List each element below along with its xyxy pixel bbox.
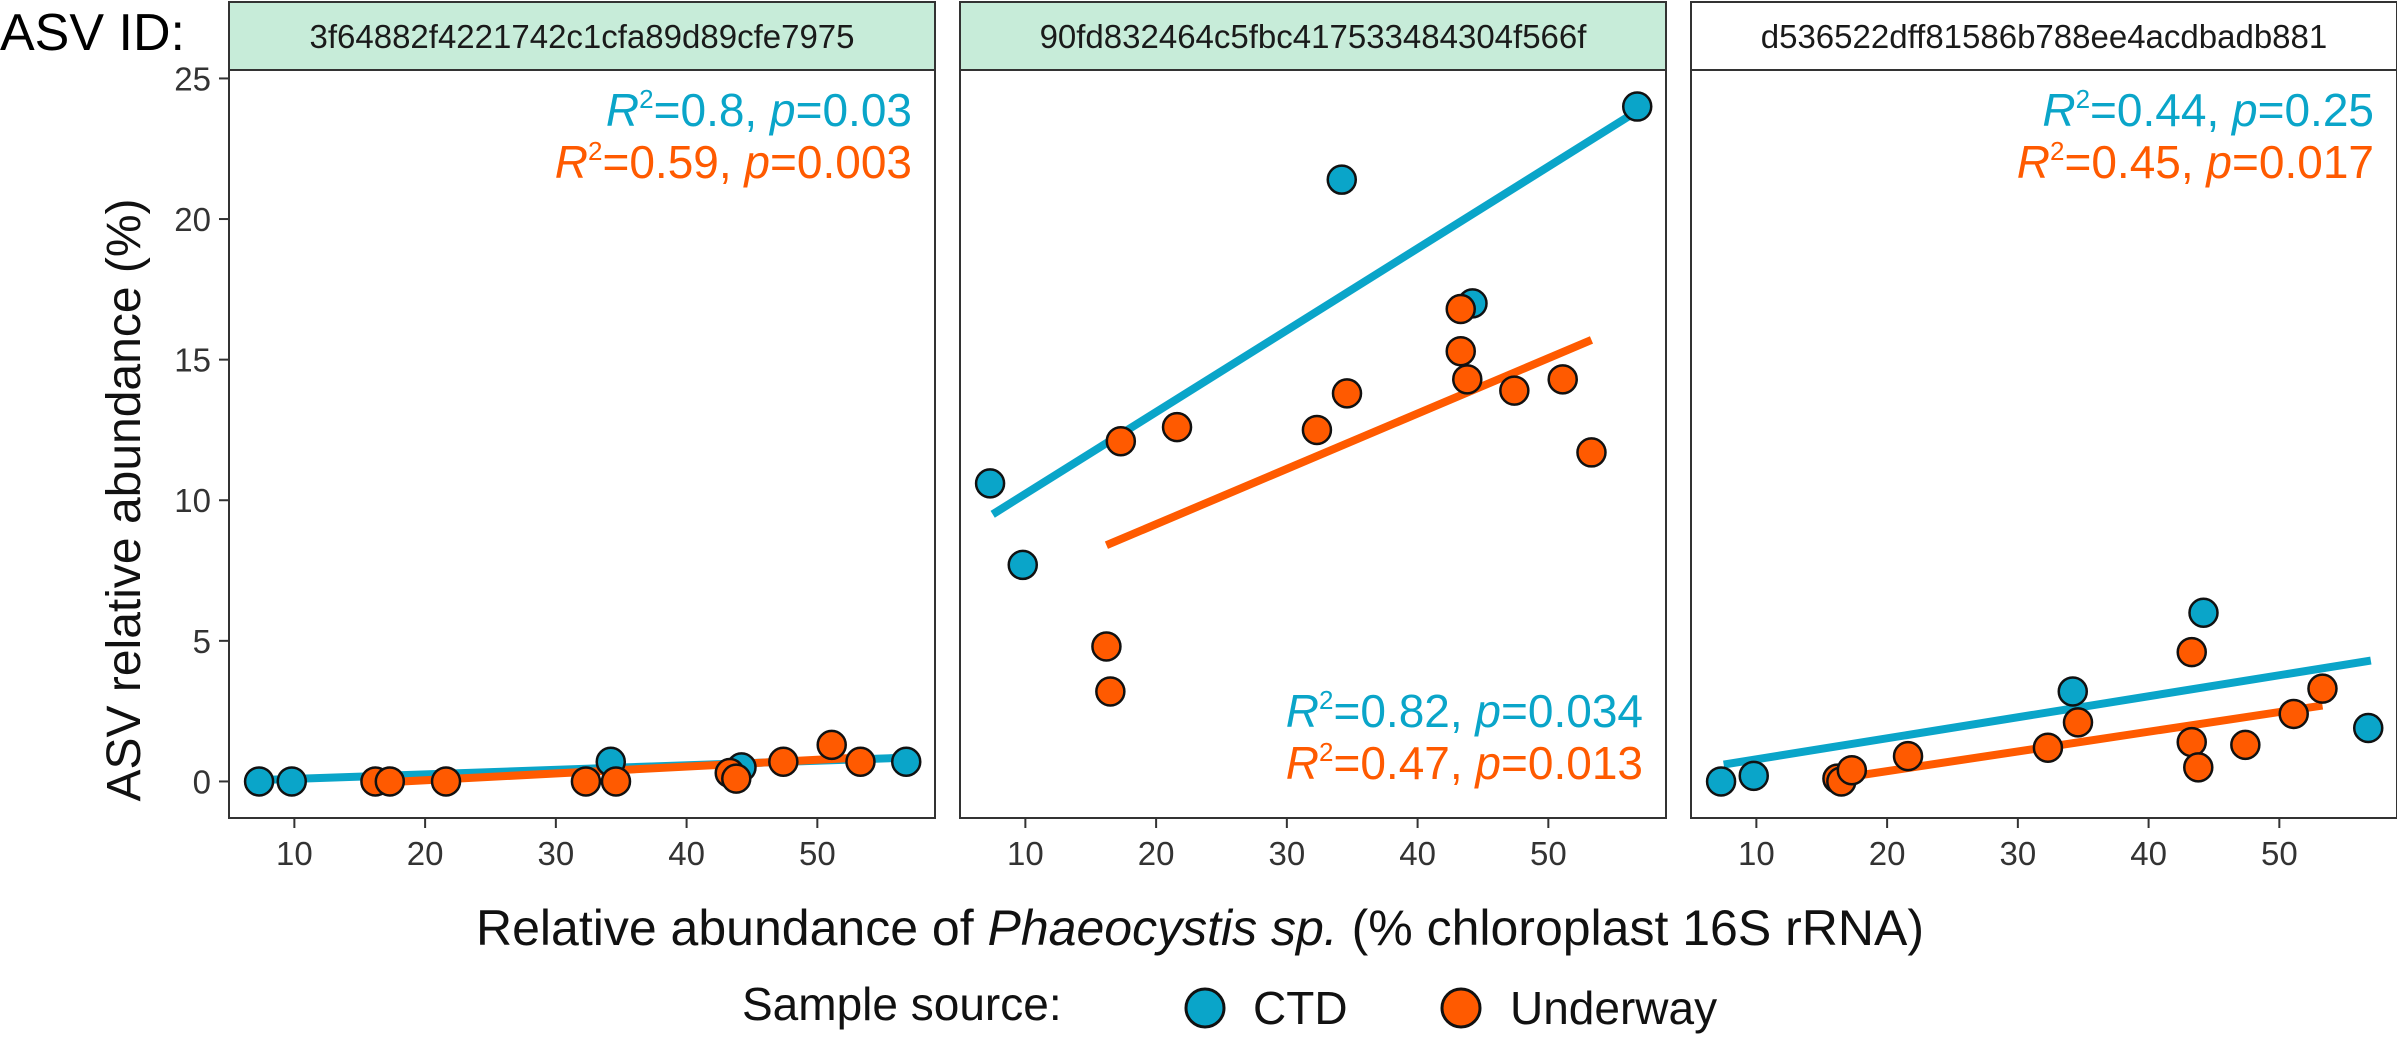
data-point-underway [2278, 698, 2309, 730]
data-point-underway [2062, 707, 2094, 738]
data-point-underway [1445, 293, 1476, 325]
panel-frame [228, 69, 936, 819]
data-point-underway [570, 766, 602, 797]
x-tick-label: 20 [407, 835, 444, 872]
stats-label-ctd: R2=0.44, p=0.25 [2042, 84, 2374, 136]
panel-frame [1690, 69, 2397, 819]
data-point-underway [2307, 673, 2338, 704]
panel-strip [959, 1, 1667, 71]
data-point-underway [2176, 726, 2207, 758]
data-point-underway [1331, 378, 1363, 409]
data-point-underway [430, 766, 462, 797]
x-axis-title-suffix: (% chloroplast 16S rRNA) [1338, 900, 1924, 956]
x-axis-title-italic: Phaeocystis sp. [988, 900, 1338, 956]
panel-strip-label: 3f64882f4221742c1cfa89d89cfe7975 [310, 18, 855, 55]
fit-line-ctd [1723, 656, 2372, 769]
x-tick-label: 20 [1138, 835, 1175, 872]
data-point-ctd [1738, 760, 1770, 792]
data-point-underway [721, 763, 752, 794]
data-point-ctd [2352, 712, 2384, 744]
legend-label-underway: Underway [1510, 982, 1717, 1034]
data-point-underway [1301, 414, 1333, 446]
data-point-underway [1836, 754, 1868, 786]
data-point-underway [2032, 732, 2064, 763]
y-axis: 0 5 10 15 20 25 [174, 60, 229, 800]
x-tick-label: 10 [1738, 835, 1775, 872]
data-point-underway [1095, 676, 1126, 707]
panel-strip-label: 90fd832464c5fbc417533484304f566f [1040, 18, 1588, 55]
panel-strip-label: d536522dff81586b788ee4acdbadb881 [1761, 18, 2327, 55]
y-tick-label: 0 [193, 763, 211, 800]
data-point-underway [2183, 752, 2214, 783]
data-point-underway [1445, 335, 1476, 367]
data-point-underway [1576, 437, 1607, 468]
fit-line-underway [1104, 336, 1594, 549]
stats-label-ctd: R2=0.8, p=0.03 [606, 84, 912, 136]
data-point-ctd [1326, 164, 1358, 195]
x-tick-label: 40 [2130, 835, 2167, 872]
x-tick-label: 10 [1007, 835, 1044, 872]
x-tick-label: 50 [799, 835, 836, 872]
y-axis-title: ASV relative abundance (%) [98, 199, 151, 802]
x-tick-label: 40 [1399, 835, 1436, 872]
panel-1: 3f64882f4221742c1cfa89d89cfe7975 10 20 30 40… [228, 1, 936, 872]
x-tick-label: 30 [537, 835, 574, 872]
data-point-ctd [1621, 91, 1653, 122]
data-point-underway [374, 766, 406, 797]
data-point-underway [845, 746, 876, 778]
data-point-underway [1105, 425, 1137, 457]
x-tick-label: 30 [1268, 835, 1305, 872]
data-point-underway [600, 766, 632, 797]
panel-3: d536522dff81586b788ee4acdbadb881 10 20 30 40… [1690, 1, 2397, 872]
data-point-underway [1547, 364, 1578, 395]
x-tick-label: 20 [1869, 835, 1906, 872]
legend-title: Sample source: [742, 978, 1062, 1030]
data-point-ctd [243, 766, 275, 797]
y-tick-label: 15 [174, 342, 211, 379]
legend-key-ctd [1184, 987, 1226, 1029]
data-point-ctd [2057, 676, 2089, 707]
stats-label-underway: R2=0.45, p=0.017 [2017, 136, 2374, 188]
data-point-underway [2230, 729, 2261, 761]
data-point-underway [1499, 375, 1530, 406]
x-axis-title: Relative abundance of Phaeocystis sp. (%… [476, 900, 1924, 956]
data-point-underway [1452, 364, 1483, 395]
data-point-underway [768, 746, 799, 778]
data-point-ctd [1705, 766, 1737, 797]
x-axis-title-prefix: Relative abundance of [476, 900, 987, 956]
data-point-ctd [890, 746, 922, 778]
legend: Sample source: CTD Underway [742, 978, 1717, 1034]
panel-2: 90fd832464c5fbc417533484304f566f 10 20 30 40… [959, 1, 1667, 872]
stats-label-underway: R2=0.59, p=0.003 [555, 136, 912, 188]
data-point-ctd [1007, 549, 1039, 581]
data-point-underway [816, 729, 847, 761]
y-tick-label: 20 [174, 201, 211, 238]
legend-label-ctd: CTD [1253, 982, 1348, 1034]
x-tick-label: 30 [1999, 835, 2036, 872]
panel-strip [1690, 1, 2397, 71]
data-point-underway [2176, 636, 2207, 668]
facet-label: ASV ID: [0, 4, 185, 62]
stats-label-ctd: R2=0.82, p=0.034 [1286, 685, 1643, 737]
legend-key-underway [1440, 987, 1482, 1029]
data-point-underway [1892, 740, 1924, 772]
panel-strip [228, 1, 936, 71]
x-tick-label: 10 [276, 835, 313, 872]
data-point-ctd [974, 468, 1006, 499]
data-point-ctd [276, 766, 308, 797]
data-point-underway [1091, 631, 1122, 662]
y-tick-label: 25 [174, 60, 211, 97]
x-tick-label: 50 [1530, 835, 1567, 872]
panels: 3f64882f4221742c1cfa89d89cfe7975 10 20 30 40… [228, 1, 2397, 872]
y-tick-label: 5 [193, 623, 211, 660]
x-tick-label: 50 [2261, 835, 2298, 872]
fit-line-ctd [990, 105, 1642, 518]
stats-label-underway: R2=0.47, p=0.013 [1286, 737, 1643, 789]
data-point-ctd [2188, 597, 2219, 628]
x-tick-label: 40 [668, 835, 705, 872]
data-point-underway [1161, 411, 1193, 443]
y-tick-label: 10 [174, 482, 211, 519]
